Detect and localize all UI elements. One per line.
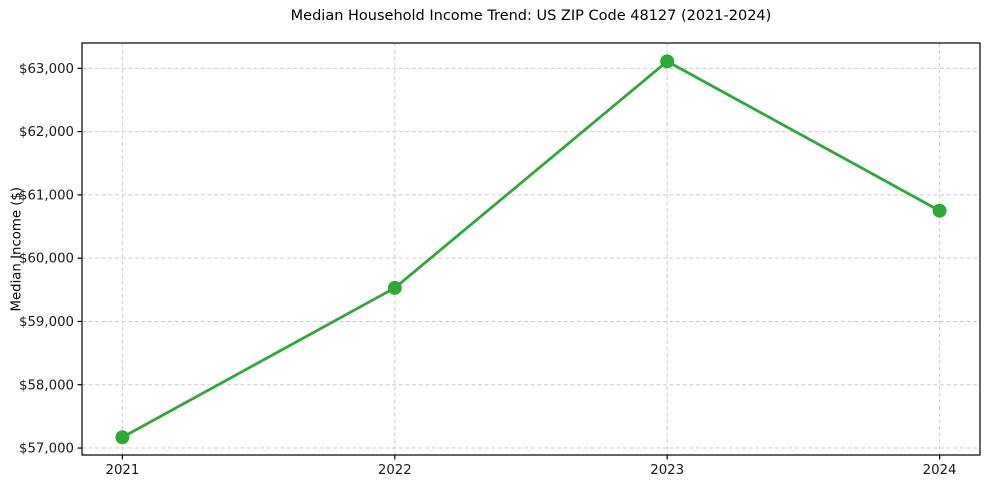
y-tick-label: $58,000 — [19, 378, 74, 393]
x-tick-label: 2022 — [378, 463, 412, 478]
x-tick-label: 2021 — [105, 463, 139, 478]
data-point — [115, 430, 130, 445]
y-tick-label: $59,000 — [19, 315, 74, 330]
x-tick-label: 2024 — [923, 463, 957, 478]
data-point — [387, 280, 402, 295]
y-tick-label: $63,000 — [19, 62, 74, 77]
data-point — [932, 203, 947, 218]
trend-line — [121, 59, 941, 439]
chart-title: Median Household Income Trend: US ZIP Co… — [290, 8, 772, 24]
y-tick-label: $60,000 — [19, 252, 74, 267]
data-point — [660, 54, 675, 69]
x-tick-label: 2023 — [650, 463, 684, 478]
y-tick-label: $57,000 — [19, 442, 74, 457]
axes-spines — [81, 42, 981, 456]
y-tick-label: $62,000 — [19, 125, 74, 140]
y-tick-label: $61,000 — [19, 188, 74, 203]
